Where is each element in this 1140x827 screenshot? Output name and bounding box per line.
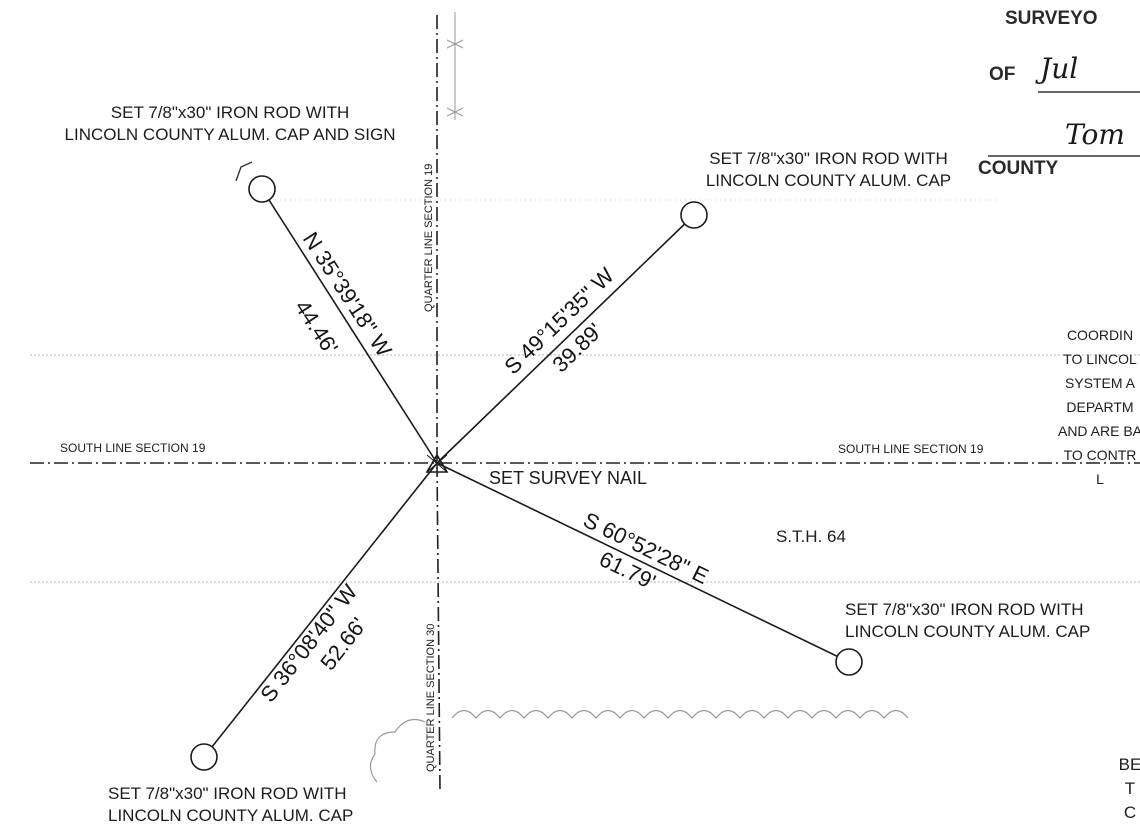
monument-label-nw-line1: SET 7/8"x30" IRON ROD WITH <box>110 103 350 122</box>
monument-label-ne-line1: SET 7/8"x30" IRON ROD WITH <box>709 149 948 168</box>
course-lines <box>203 188 850 758</box>
course-line-sw <box>203 462 438 758</box>
survey-nail-icon <box>425 453 449 473</box>
iron-rod-sw <box>190 743 218 771</box>
quarter-line-30-label: QUARTER LINE SECTION 30 <box>425 623 437 772</box>
title-surveyor: SURVEYO <box>1005 8 1098 29</box>
coordinate-note-line: AND ARE BA <box>1057 423 1140 439</box>
course-line-nw <box>261 188 438 464</box>
tree-line-west-icon <box>369 719 426 783</box>
coordinate-note-line: TO CONTR <box>1063 447 1137 463</box>
monument-label-se-line2: LINCOLN COUNTY ALUM. CAP <box>845 622 1091 641</box>
monument-label-se: SET 7/8"x30" IRON ROD WITH LINCOLN COUNT… <box>845 599 1090 643</box>
bottom-right-note-line: C <box>1123 803 1137 822</box>
coordinate-note: COORDIN TO LINCOL SYSTEM A DEPARTM AND A… <box>1010 323 1140 491</box>
course-line-se <box>436 462 850 663</box>
title-of: OF <box>989 64 1016 85</box>
monument-label-ne: SET 7/8"x30" IRON ROD WITH LINCOLN COUNT… <box>676 148 981 192</box>
survey-nail-label: SET SURVEY NAIL <box>489 468 648 488</box>
monument-label-sw-line2: LINCOLN COUNTY ALUM. CAP <box>108 806 354 825</box>
coordinate-note-line: DEPARTM <box>1066 399 1134 415</box>
monument-label-nw: SET 7/8"x30" IRON ROD WITH LINCOLN COUNT… <box>40 102 420 146</box>
course-line-ne <box>436 214 695 464</box>
monument-label-se-line1: SET 7/8"x30" IRON ROD WITH <box>845 600 1084 619</box>
bottom-right-note: BE T C <box>1100 753 1140 825</box>
monument-label-nw-line2: LINCOLN COUNTY ALUM. CAP AND SIGN <box>64 125 396 144</box>
title-county: COUNTY <box>978 158 1059 179</box>
quarter-line-19-label: QUARTER LINE SECTION 19 <box>423 163 435 312</box>
title-handwritten-signature: Tom <box>1065 118 1125 151</box>
quarter-line-section-30 <box>436 462 441 791</box>
coordinate-note-line: SYSTEM A <box>1064 375 1136 391</box>
iron-rod-se <box>835 648 863 676</box>
monument-label-sw: SET 7/8"x30" IRON ROD WITH LINCOLN COUNT… <box>108 783 353 827</box>
title-handwritten-month: Jul <box>1040 52 1079 85</box>
sign-icon <box>235 161 253 182</box>
coordinate-note-line: L <box>1096 471 1104 487</box>
south-line-label-right: SOUTH LINE SECTION 19 <box>838 442 984 456</box>
south-line-label-left: SOUTH LINE SECTION 19 <box>60 441 206 455</box>
iron-rod-nw <box>248 175 276 203</box>
road-label: S.T.H. 64 <box>776 527 846 546</box>
coordinate-note-line: COORDIN <box>1066 327 1134 343</box>
iron-rod-ne <box>680 201 708 229</box>
bottom-right-note-line: BE <box>1118 755 1140 774</box>
coordinate-note-line: TO LINCOL <box>1063 351 1137 367</box>
monument-label-sw-line1: SET 7/8"x30" IRON ROD WITH <box>108 784 347 803</box>
bottom-right-note-line: T <box>1124 779 1136 798</box>
tree-line-icon <box>451 709 909 719</box>
section-corner-mark <box>446 12 464 120</box>
monument-label-ne-line2: LINCOLN COUNTY ALUM. CAP <box>705 171 952 190</box>
